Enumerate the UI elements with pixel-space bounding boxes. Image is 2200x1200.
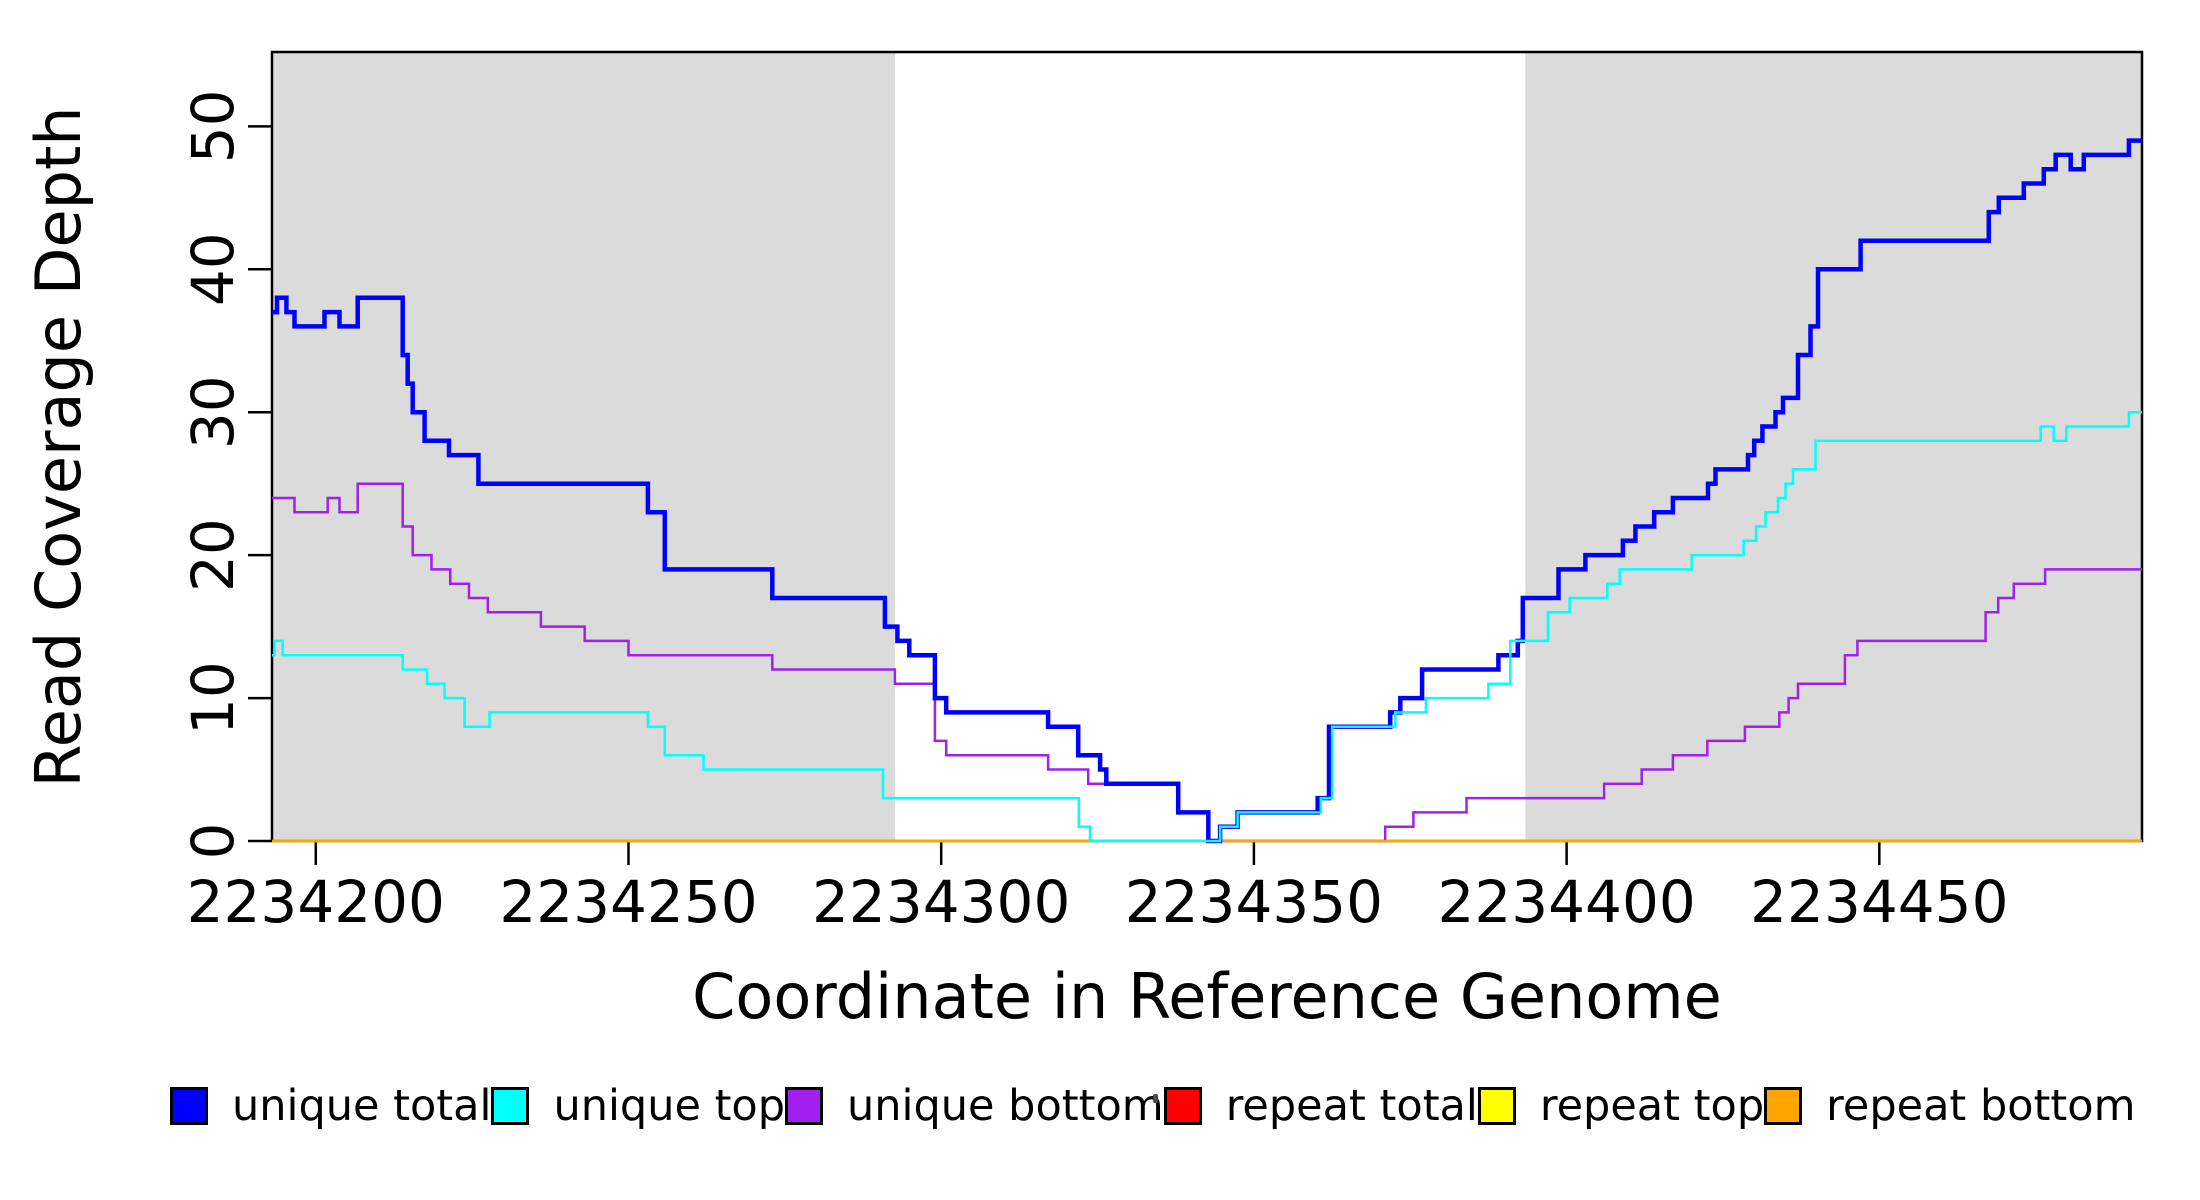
legend-item-unique-bottom: unique bottom xyxy=(785,1080,1164,1131)
legend-item-repeat-top: repeat top xyxy=(1477,1080,1765,1131)
legend-label: repeat top xyxy=(1539,1080,1765,1131)
series-line-unique-top xyxy=(272,410,2142,843)
x-tick-label: 2234200 xyxy=(187,868,445,936)
x-tick-label: 2234250 xyxy=(499,868,757,936)
axis-layer: 2234200 2234250 2234300 2234350 2234400 22344… xyxy=(179,89,2009,936)
y-tick-label: 10 xyxy=(179,661,247,735)
legend-item-unique-top: unique top xyxy=(491,1080,786,1131)
legend-swatch-icon xyxy=(170,1087,208,1125)
legend-label: repeat total xyxy=(1225,1080,1478,1131)
x-tick-label: 2234450 xyxy=(1750,868,2008,936)
x-tick-label: 2234400 xyxy=(1437,868,1695,936)
legend-label: unique bottom xyxy=(847,1080,1164,1131)
legend-swatch-icon xyxy=(1764,1087,1803,1125)
y-tick-label: 50 xyxy=(179,89,247,163)
y-tick-label: 30 xyxy=(179,375,247,449)
legend-item-repeat-total: repeat total xyxy=(1163,1080,1478,1131)
legend-swatch-icon xyxy=(1163,1087,1202,1125)
series-lines-layer xyxy=(272,138,2142,844)
series-line-unique-total xyxy=(272,138,2142,844)
y-tick-label: 20 xyxy=(179,518,247,592)
legend-swatch-icon xyxy=(785,1087,824,1125)
legend-swatch-icon xyxy=(491,1087,530,1125)
legend: unique total unique top unique bottom repea… xyxy=(170,1076,2135,1136)
x-tick-label: 2234350 xyxy=(1125,868,1383,936)
legend-item-unique-total: unique total xyxy=(170,1080,492,1131)
legend-swatch-icon xyxy=(1477,1087,1516,1125)
legend-item-repeat-bottom: repeat bottom xyxy=(1764,1080,2136,1131)
legend-label: unique total xyxy=(232,1080,492,1131)
legend-artifact-dot xyxy=(1153,1094,1158,1103)
y-tick-label: 0 xyxy=(179,823,247,860)
legend-label: repeat bottom xyxy=(1826,1080,2136,1131)
x-axis-title: Coordinate in Reference Genome xyxy=(692,960,1722,1033)
shaded-regions-layer xyxy=(272,52,2142,841)
x-tick-label: 2234300 xyxy=(812,868,1070,936)
y-tick-label: 40 xyxy=(179,232,247,306)
shaded-region xyxy=(272,52,895,841)
legend-label: unique top xyxy=(553,1080,786,1131)
y-axis-title: Read Coverage Depth xyxy=(22,106,95,787)
